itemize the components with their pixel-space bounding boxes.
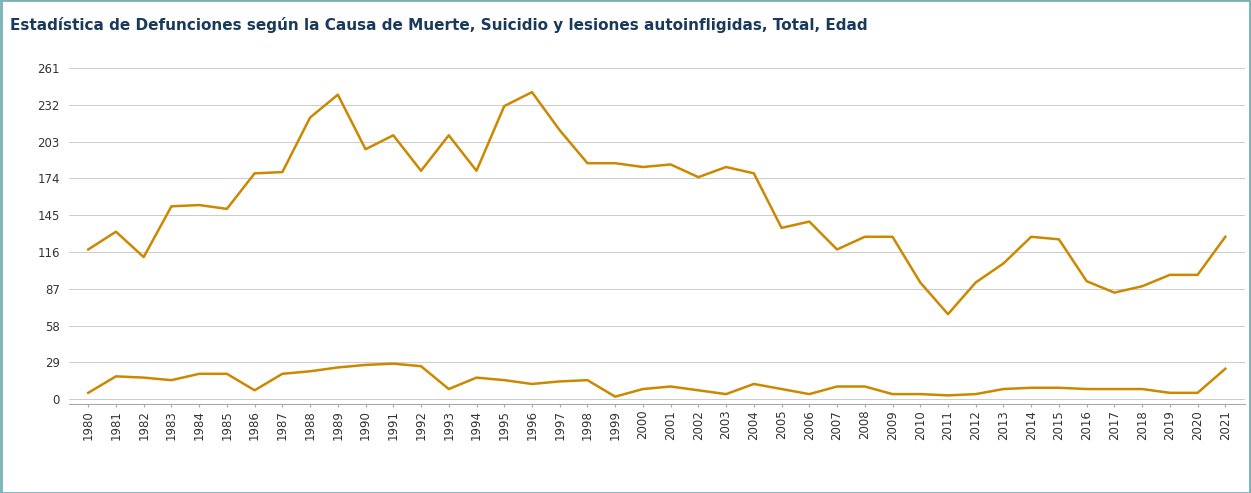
Text: Estadística de Defunciones según la Causa de Muerte, Suicidio y lesiones autoinf: Estadística de Defunciones según la Caus… xyxy=(10,17,868,33)
